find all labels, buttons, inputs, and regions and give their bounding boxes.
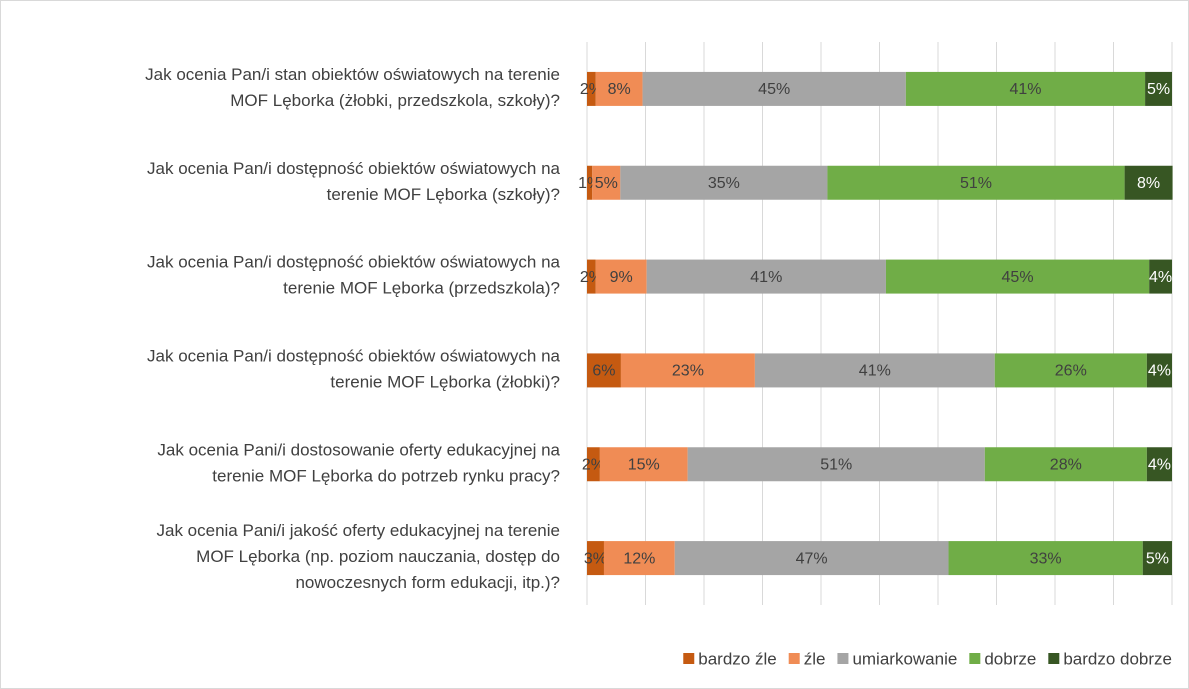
bar-segment [587, 353, 621, 388]
bar-segment [674, 541, 949, 576]
data-label: 47% [796, 550, 828, 567]
bar-segment [587, 259, 596, 294]
bar-segment [587, 447, 600, 482]
data-label: 4% [1148, 363, 1171, 380]
legend-swatch [969, 653, 981, 664]
data-label: 12% [623, 550, 655, 567]
legend-swatch [683, 653, 695, 664]
data-label: 5% [1146, 550, 1169, 567]
legend-swatch [788, 653, 800, 664]
legend-label: bardzo dobrze [1063, 649, 1172, 668]
legend-swatch [1048, 653, 1060, 664]
data-label: 2% [582, 456, 605, 473]
data-label: 15% [628, 456, 660, 473]
bar-segment [1124, 165, 1173, 200]
bar-segment [1142, 541, 1172, 576]
legend-swatch [837, 653, 849, 664]
data-label: 23% [672, 363, 704, 380]
data-label: 4% [1148, 456, 1171, 473]
bar-segment [646, 259, 886, 294]
y-tick-label: Jak ocenia Pani/i jakość oferty edukacyj… [156, 522, 560, 593]
bar-segment [1146, 447, 1172, 482]
bar-segment [587, 71, 596, 106]
y-tick-label: Jak ocenia Pan/i dostępność obiektów ośw… [147, 253, 561, 298]
data-label: 28% [1050, 456, 1082, 473]
data-label: 5% [595, 175, 618, 192]
bar-segment [994, 353, 1147, 388]
data-label: 41% [859, 363, 891, 380]
bar-segment [754, 353, 995, 388]
y-tick-label: Jak ocenia Pan/i dostępność obiektów ośw… [147, 347, 561, 392]
data-label: 51% [820, 456, 852, 473]
bar-segment [885, 259, 1150, 294]
bar-segment [599, 447, 688, 482]
data-label: 45% [758, 81, 790, 98]
bar-segment [603, 541, 675, 576]
bar-segment [948, 541, 1143, 576]
data-label: 8% [608, 81, 631, 98]
bar-segment [1146, 353, 1172, 388]
bar-segment [687, 447, 985, 482]
legend: bardzo źle źle umiarkowanie dobrze bardzo do… [683, 649, 1172, 668]
data-label: 51% [960, 175, 992, 192]
legend-label: bardzo źle [698, 649, 776, 668]
y-tick-label: Jak ocenia Pani/i dostosowanie oferty ed… [157, 441, 560, 486]
legend-label: źle [804, 649, 826, 668]
bar-segment [587, 165, 593, 200]
data-label: 5% [1147, 81, 1170, 98]
legend-label: umiarkowanie [852, 649, 957, 668]
bar-segment [984, 447, 1147, 482]
data-label: 45% [1002, 269, 1034, 286]
bar-segment [592, 165, 621, 200]
legend-label: dobrze [984, 649, 1036, 668]
bar-segment [587, 541, 604, 576]
data-label: 26% [1055, 363, 1087, 380]
data-label: 3% [584, 550, 607, 567]
y-tick-label: Jak ocenia Pan/i stan obiektów oświatowy… [145, 65, 560, 110]
bar-segment [905, 71, 1146, 106]
bar-segment [642, 71, 906, 106]
data-label: 4% [1149, 269, 1172, 286]
bar-segment [827, 165, 1125, 200]
bar-segment [1145, 71, 1172, 106]
bar-segment [1149, 259, 1172, 294]
data-label: 9% [610, 269, 633, 286]
data-label: 41% [1009, 81, 1041, 98]
data-label: 8% [1137, 175, 1160, 192]
data-label: 35% [708, 175, 740, 192]
y-tick-label: Jak ocenia Pan/i dostępność obiektów ośw… [147, 159, 561, 204]
bar-segment [620, 353, 755, 388]
bar-segment [595, 259, 647, 294]
bar-segment [620, 165, 828, 200]
bar-segment [595, 71, 643, 106]
data-label: 41% [750, 269, 782, 286]
data-label: 33% [1030, 550, 1062, 567]
data-label: 6% [592, 363, 615, 380]
